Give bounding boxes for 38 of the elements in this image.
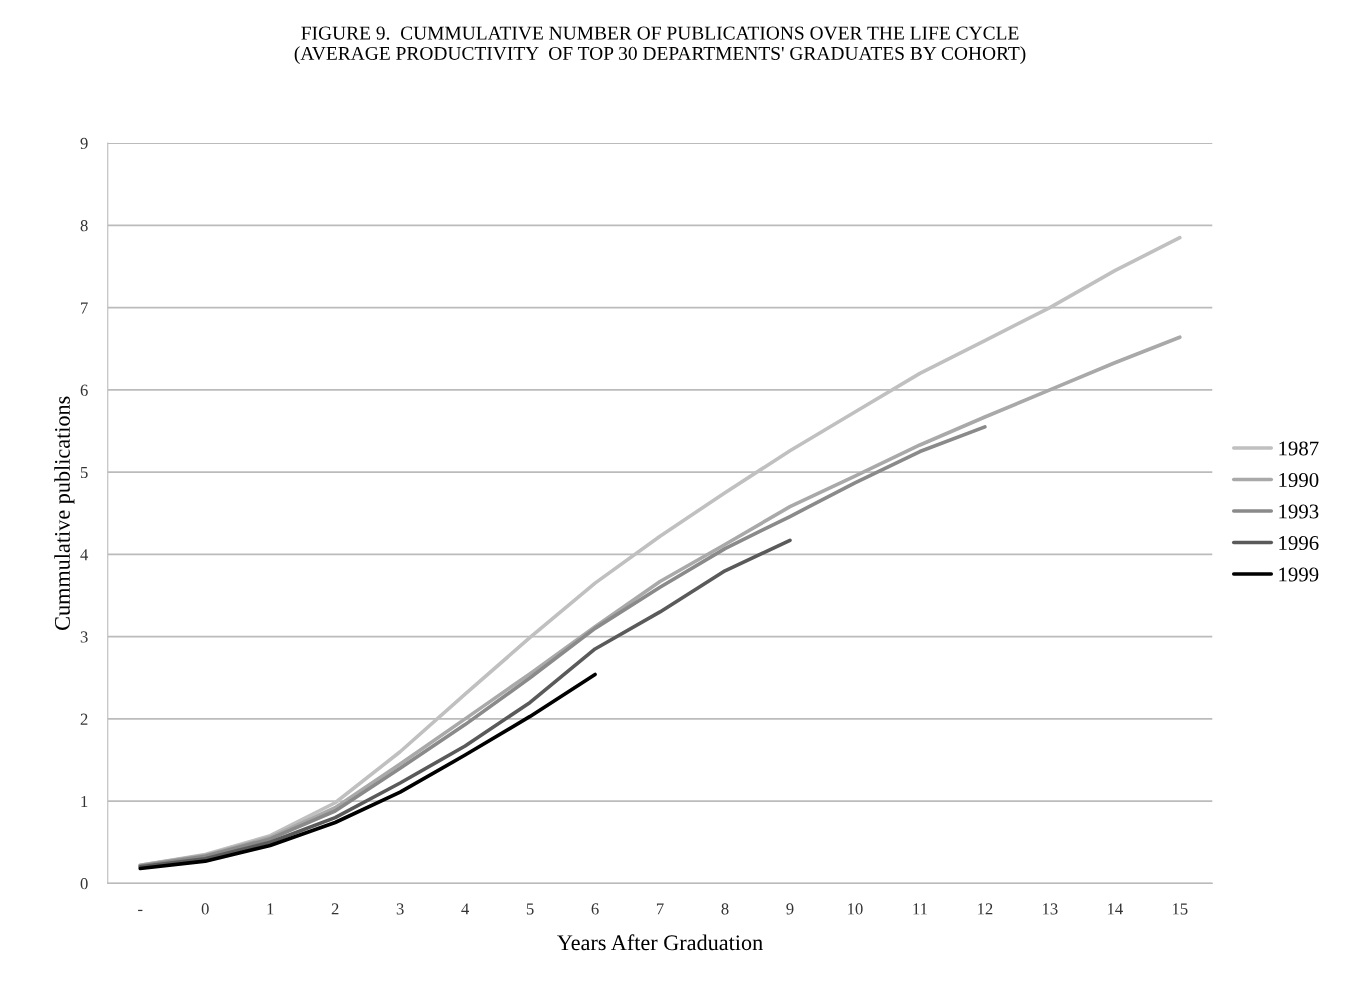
y-tick-label: 1 [81, 795, 88, 807]
x-tick-label: 5 [526, 903, 534, 915]
y-tick-label: 0 [80, 878, 88, 890]
x-tick-label: 11 [913, 903, 927, 915]
x-tick-label: 13 [1043, 903, 1058, 915]
chart-title: FIGURE 9. CUMMULATIVE NUMBER OF PUBLICATIONS OVER THE LIFE CYCLE (AVERAGE PRODUCTIVITY OF TOP 30 DEPARTMENTS' GRADUATES BY COHORT) [294, 26, 1026, 64]
x-tick-label: 9 [786, 903, 794, 915]
legend-label: 1993 [1279, 504, 1319, 519]
line-series [138, 425, 987, 868]
line-series [138, 672, 597, 871]
x-tick-label: 12 [978, 903, 993, 915]
y-axis-title: Cummulative publications [54, 396, 75, 630]
legend-label: 1999 [1279, 567, 1319, 582]
x-tick-label: 15 [1172, 903, 1188, 915]
x-tick-label: 2 [331, 903, 339, 915]
x-tick-label: 3 [396, 903, 404, 915]
y-tick-label: 7 [81, 302, 88, 314]
y-tick-label: 2 [80, 713, 88, 725]
legend-label: 1996 [1279, 536, 1319, 551]
x-tick-label: 1 [267, 903, 274, 915]
x-tick-label: 10 [848, 903, 863, 915]
y-tick-label: 6 [80, 384, 88, 396]
line-series [138, 538, 792, 869]
x-tick-label: 8 [721, 903, 729, 915]
x-tick-label: 4 [461, 903, 470, 915]
x-tick-label: 14 [1107, 903, 1123, 915]
y-tick-label: 8 [80, 220, 88, 232]
y-tick-label: 4 [80, 549, 89, 561]
legend-label: 1987 [1279, 441, 1319, 456]
legend-label: 1990 [1279, 472, 1319, 487]
x-axis-title: Years After Graduation [557, 934, 763, 951]
x-tick-label: - [138, 909, 143, 912]
y-tick-label: 9 [80, 137, 88, 150]
x-tick-label: 7 [656, 903, 664, 915]
x-tick-label: 6 [591, 903, 599, 915]
x-tick-label: 0 [201, 903, 209, 915]
y-tick-label: 5 [80, 466, 88, 479]
y-tick-label: 3 [80, 631, 88, 643]
